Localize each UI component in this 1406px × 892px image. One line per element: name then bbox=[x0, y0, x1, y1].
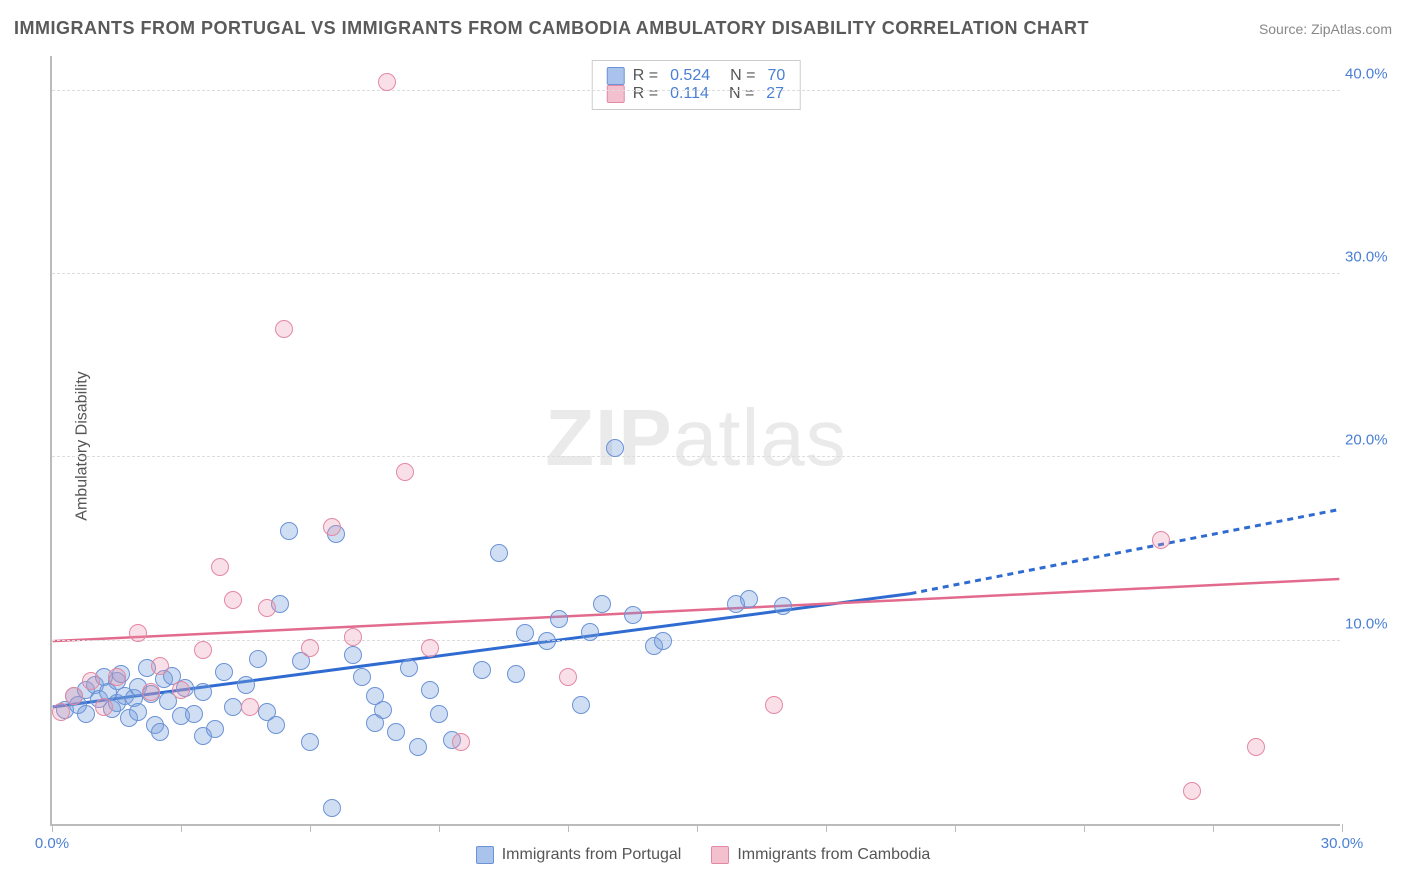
data-point bbox=[215, 663, 233, 681]
data-point bbox=[559, 668, 577, 686]
data-point bbox=[301, 639, 319, 657]
data-point bbox=[194, 641, 212, 659]
data-point bbox=[95, 698, 113, 716]
data-point bbox=[374, 701, 392, 719]
x-tick bbox=[1342, 824, 1343, 832]
data-point bbox=[774, 597, 792, 615]
data-point bbox=[185, 705, 203, 723]
data-point bbox=[1183, 782, 1201, 800]
data-point bbox=[387, 723, 405, 741]
data-point bbox=[727, 595, 745, 613]
legend-stat-row: R =0.114N =27 bbox=[607, 85, 786, 103]
data-point bbox=[654, 632, 672, 650]
data-point bbox=[194, 683, 212, 701]
data-point bbox=[409, 738, 427, 756]
scatter-plot: ZIPatlas R =0.524N =70R =0.114N =27 10.0… bbox=[50, 56, 1340, 826]
data-point bbox=[77, 705, 95, 723]
data-point bbox=[593, 595, 611, 613]
data-point bbox=[249, 650, 267, 668]
legend-label: Immigrants from Portugal bbox=[502, 846, 682, 864]
x-tick bbox=[1084, 824, 1085, 832]
data-point bbox=[1152, 531, 1170, 549]
data-point bbox=[581, 623, 599, 641]
data-point bbox=[421, 681, 439, 699]
legend-swatch-icon bbox=[711, 846, 729, 864]
x-tick bbox=[1213, 824, 1214, 832]
data-point bbox=[507, 665, 525, 683]
y-tick-label: 10.0% bbox=[1345, 615, 1395, 632]
gridline bbox=[52, 273, 1340, 274]
data-point bbox=[267, 716, 285, 734]
data-point bbox=[1247, 738, 1265, 756]
data-point bbox=[606, 439, 624, 457]
legend-swatch-icon bbox=[476, 846, 494, 864]
data-point bbox=[538, 632, 556, 650]
gridline bbox=[52, 456, 1340, 457]
data-point bbox=[65, 687, 83, 705]
data-point bbox=[224, 591, 242, 609]
data-point bbox=[550, 610, 568, 628]
data-point bbox=[211, 558, 229, 576]
data-point bbox=[129, 703, 147, 721]
data-point bbox=[237, 676, 255, 694]
x-tick bbox=[439, 824, 440, 832]
chart-title: IMMIGRANTS FROM PORTUGAL VS IMMIGRANTS F… bbox=[14, 18, 1089, 39]
data-point bbox=[490, 544, 508, 562]
data-point bbox=[258, 599, 276, 617]
source-label: Source: ZipAtlas.com bbox=[1259, 21, 1392, 37]
legend-label: Immigrants from Cambodia bbox=[737, 846, 930, 864]
data-point bbox=[353, 668, 371, 686]
data-point bbox=[323, 799, 341, 817]
data-point bbox=[206, 720, 224, 738]
x-tick bbox=[181, 824, 182, 832]
data-point bbox=[765, 696, 783, 714]
data-point bbox=[400, 659, 418, 677]
watermark: ZIPatlas bbox=[545, 392, 846, 484]
data-point bbox=[151, 723, 169, 741]
data-point bbox=[129, 624, 147, 642]
data-point bbox=[473, 661, 491, 679]
gridline bbox=[52, 90, 1340, 91]
y-tick-label: 40.0% bbox=[1345, 65, 1395, 82]
data-point bbox=[142, 683, 160, 701]
data-point bbox=[516, 624, 534, 642]
gridline bbox=[52, 640, 1340, 641]
data-point bbox=[378, 73, 396, 91]
x-tick bbox=[52, 824, 53, 832]
data-point bbox=[396, 463, 414, 481]
data-point bbox=[224, 698, 242, 716]
data-point bbox=[323, 518, 341, 536]
data-point bbox=[301, 733, 319, 751]
data-point bbox=[452, 733, 470, 751]
data-point bbox=[624, 606, 642, 624]
x-tick bbox=[955, 824, 956, 832]
x-tick bbox=[697, 824, 698, 832]
data-point bbox=[572, 696, 590, 714]
data-point bbox=[344, 628, 362, 646]
legend-item: Immigrants from Portugal bbox=[476, 846, 682, 864]
x-tick bbox=[310, 824, 311, 832]
data-point bbox=[344, 646, 362, 664]
data-point bbox=[108, 668, 126, 686]
x-tick bbox=[826, 824, 827, 832]
y-tick-label: 30.0% bbox=[1345, 249, 1395, 266]
data-point bbox=[280, 522, 298, 540]
data-point bbox=[275, 320, 293, 338]
data-point bbox=[172, 681, 190, 699]
legend-swatch-icon bbox=[607, 67, 625, 85]
series-legend: Immigrants from Portugal Immigrants from … bbox=[0, 846, 1406, 864]
data-point bbox=[151, 657, 169, 675]
data-point bbox=[82, 672, 100, 690]
data-point bbox=[52, 703, 70, 721]
data-point bbox=[430, 705, 448, 723]
y-tick-label: 20.0% bbox=[1345, 432, 1395, 449]
data-point bbox=[421, 639, 439, 657]
legend-stat-row: R =0.524N =70 bbox=[607, 67, 786, 85]
legend-swatch-icon bbox=[607, 85, 625, 103]
x-tick bbox=[568, 824, 569, 832]
legend-item: Immigrants from Cambodia bbox=[711, 846, 930, 864]
data-point bbox=[241, 698, 259, 716]
stat-legend: R =0.524N =70R =0.114N =27 bbox=[592, 60, 801, 110]
